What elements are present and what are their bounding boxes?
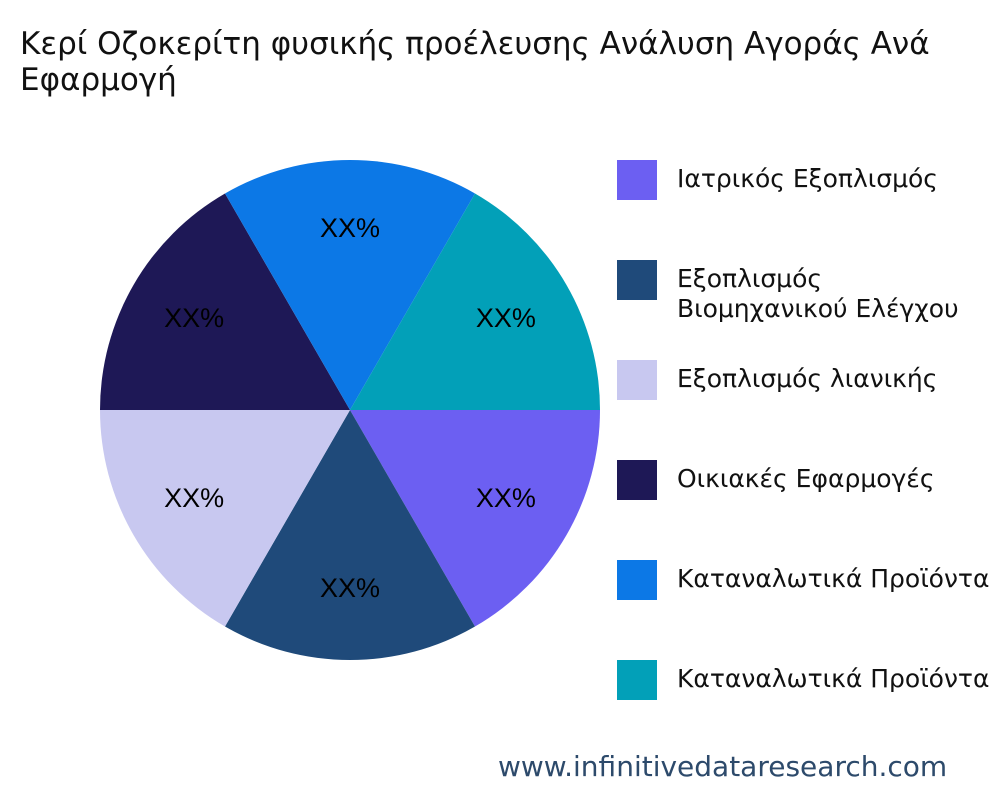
legend-swatch [617,260,657,300]
slice [350,193,600,410]
title-line: Κερί Οζοκερίτη φυσικής προέλευσης Ανάλυσ… [20,26,930,62]
slice [225,410,475,660]
data-label: XX% [164,483,224,513]
legend-swatch [617,360,657,400]
data-label: XX% [476,303,536,333]
legend-label: Ιατρικός Εξοπλισμός [677,164,938,193]
data-label: XX% [320,573,380,603]
data-label: XX% [476,483,536,513]
legend-item: Καταναλωτικά Προϊόντα [617,660,1000,700]
legend-label: Καταναλωτικά Προϊόντα [677,564,990,593]
title-line: Εφαρμογή [20,62,177,98]
pie: XX% XX% XX% XX% XX% XX% [100,160,600,660]
data-label: XX% [164,303,224,333]
legend-label: Οικιακές Εφαρμογές [677,464,935,493]
legend-label: Εξοπλισμός λιανικής [677,364,938,393]
data-label: XX% [320,213,380,243]
legend-item: Καταναλωτικά Προϊόντα [617,560,1000,600]
legend-item: Εξοπλισμός λιανικής [617,360,1000,400]
slice [100,193,350,410]
legend-label: Καταναλωτικά Προϊόντα [677,664,990,693]
legend-swatch [617,660,657,700]
legend-swatch [617,160,657,200]
slice [225,160,475,410]
legend-item: Ιατρικός Εξοπλισμός [617,160,1000,200]
slice [350,410,600,627]
legend-item: Οικιακές Εφαρμογές [617,460,1000,500]
legend-swatch [617,460,657,500]
legend-swatch [617,560,657,600]
legend-item: Εξοπλισμός Βιομηχανικού Ελέγχου [617,260,1000,324]
source: www.infinitivedataresearch.com [498,750,948,783]
chart-title: Κερί Οζοκερίτη φυσικής προέλευσης Ανάλυσ… [20,26,1000,98]
slice [100,410,350,627]
legend-label: Εξοπλισμός Βιομηχανικού Ελέγχου [677,264,959,323]
